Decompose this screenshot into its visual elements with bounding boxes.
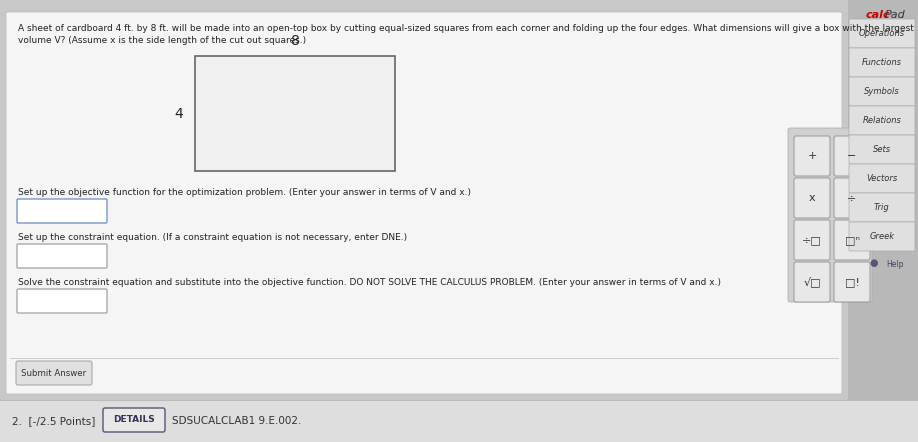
- Text: DETAILS: DETAILS: [113, 415, 155, 424]
- Text: −: −: [847, 151, 856, 161]
- Text: Trig: Trig: [874, 203, 890, 212]
- Text: ●: ●: [869, 258, 879, 268]
- Text: Set up the constraint equation. (If a constraint equation is not necessary, ente: Set up the constraint equation. (If a co…: [18, 233, 407, 242]
- Text: 2.  [-/2.5 Points]: 2. [-/2.5 Points]: [12, 416, 95, 426]
- FancyBboxPatch shape: [17, 244, 107, 268]
- FancyBboxPatch shape: [17, 289, 107, 313]
- Text: Symbols: Symbols: [864, 87, 900, 96]
- FancyBboxPatch shape: [834, 178, 870, 218]
- FancyBboxPatch shape: [834, 262, 870, 302]
- Text: A sheet of cardboard 4 ft. by 8 ft. will be made into an open-top box by cutting: A sheet of cardboard 4 ft. by 8 ft. will…: [18, 24, 914, 33]
- FancyBboxPatch shape: [834, 220, 870, 260]
- FancyBboxPatch shape: [849, 77, 915, 106]
- FancyBboxPatch shape: [849, 193, 915, 222]
- FancyBboxPatch shape: [849, 222, 915, 251]
- Bar: [0, 400, 918, 442]
- Text: SDSUCALCLAB1 9.E.002.: SDSUCALCLAB1 9.E.002.: [172, 416, 301, 426]
- Text: Vectors: Vectors: [867, 174, 898, 183]
- Text: ÷: ÷: [847, 193, 856, 203]
- Text: Relations: Relations: [863, 116, 901, 125]
- Text: √□: √□: [803, 277, 821, 287]
- FancyBboxPatch shape: [849, 135, 915, 164]
- Text: calc: calc: [866, 10, 890, 20]
- Bar: [848, 0, 918, 442]
- FancyBboxPatch shape: [16, 361, 92, 385]
- FancyBboxPatch shape: [794, 220, 830, 260]
- Text: Set up the objective function for the optimization problem. (Enter your answer i: Set up the objective function for the op…: [18, 188, 471, 197]
- Text: Pad: Pad: [885, 10, 906, 20]
- FancyBboxPatch shape: [849, 19, 915, 48]
- FancyBboxPatch shape: [6, 12, 842, 394]
- FancyBboxPatch shape: [17, 199, 107, 223]
- FancyBboxPatch shape: [794, 262, 830, 302]
- Text: ÷□: ÷□: [802, 235, 822, 245]
- FancyBboxPatch shape: [794, 178, 830, 218]
- Text: Functions: Functions: [862, 58, 902, 67]
- Text: Greek: Greek: [869, 232, 894, 241]
- Text: x: x: [809, 193, 815, 203]
- FancyBboxPatch shape: [788, 128, 872, 302]
- FancyBboxPatch shape: [103, 408, 165, 432]
- Text: +: +: [807, 151, 817, 161]
- FancyBboxPatch shape: [849, 164, 915, 193]
- Bar: [195, 56, 395, 171]
- Text: 8: 8: [291, 34, 299, 48]
- Text: □!: □!: [845, 277, 859, 287]
- Text: 4: 4: [174, 107, 183, 121]
- FancyBboxPatch shape: [794, 136, 830, 176]
- Text: □ⁿ: □ⁿ: [845, 235, 859, 245]
- FancyBboxPatch shape: [834, 136, 870, 176]
- Text: volume V? (Assume x is the side length of the cut out squares.): volume V? (Assume x is the side length o…: [18, 36, 306, 45]
- FancyBboxPatch shape: [849, 48, 915, 77]
- Text: Solve the constraint equation and substitute into the objective function. DO NOT: Solve the constraint equation and substi…: [18, 278, 721, 287]
- Text: Sets: Sets: [873, 145, 891, 154]
- Text: Operations: Operations: [859, 29, 905, 38]
- Text: Help: Help: [886, 260, 903, 269]
- FancyBboxPatch shape: [849, 106, 915, 135]
- Text: Submit Answer: Submit Answer: [21, 369, 86, 377]
